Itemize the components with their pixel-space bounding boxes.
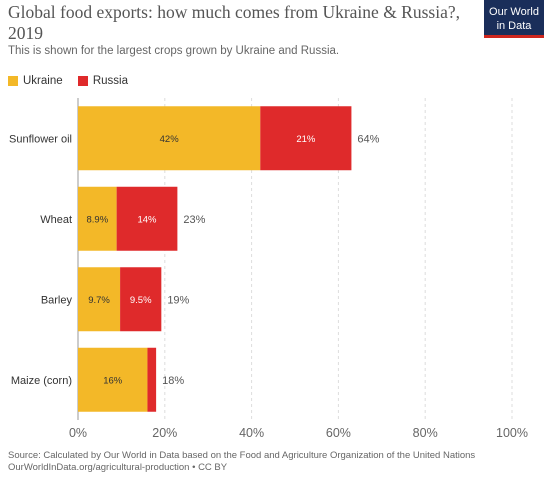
data-label-ukraine-wheat: 8.9% — [86, 214, 108, 225]
bar-ukraine-wheat — [78, 186, 117, 251]
legend-swatch-russia — [77, 76, 88, 86]
x-tick-label-100: 100% — [496, 426, 528, 440]
data-label-ukraine-maize-corn: 16% — [103, 375, 123, 386]
source-note: Source: Calculated by Our World in Data … — [8, 450, 538, 473]
total-label-maize-corn: 18% — [162, 375, 184, 387]
category-label-sunflower-oil: Sunflower oil — [9, 133, 72, 145]
logo-line-1: Our World — [489, 6, 539, 18]
x-tick-label-0: 0% — [69, 426, 87, 440]
owid-logo[interactable]: Our World in Data — [484, 0, 544, 38]
category-label-wheat: Wheat — [40, 214, 72, 226]
source-line-2: OurWorldInData.org/agricultural-producti… — [8, 461, 228, 473]
x-tick-label-80: 80% — [413, 426, 438, 440]
source-line-1: Source: Calculated by Our World in Data … — [8, 450, 476, 461]
chart-legend: Ukraine Russia — [8, 75, 140, 91]
data-label-ukraine-barley: 9.7% — [88, 295, 110, 306]
x-tick-label-60: 60% — [326, 426, 351, 440]
bar-russia-maize-corn — [147, 347, 157, 412]
legend-label-ukraine: Ukraine — [23, 75, 63, 87]
x-tick-label-40: 40% — [239, 426, 264, 440]
legend-label-russia: Russia — [92, 75, 128, 87]
data-label-ukraine-sunflower-oil: 42% — [160, 134, 180, 145]
bar-russia-barley — [120, 267, 162, 332]
chart-subtitle: This is shown for the largest crops grow… — [8, 45, 340, 57]
category-label-barley: Barley — [41, 294, 73, 306]
legend-item-ukraine[interactable]: Ukraine — [8, 75, 63, 87]
data-label-russia-wheat: 14% — [137, 214, 157, 225]
total-label-barley: 19% — [167, 294, 189, 306]
data-label-russia-sunflower-oil: 21% — [296, 134, 316, 145]
bar-ukraine-sunflower-oil — [78, 106, 261, 171]
legend-swatch-ukraine — [8, 76, 18, 86]
bar-ukraine-barley — [78, 267, 121, 332]
legend-item-russia[interactable]: Russia — [77, 75, 128, 87]
total-label-wheat: 23% — [183, 214, 205, 226]
logo-line-2: in Data — [496, 20, 532, 32]
data-label-russia-barley: 9.5% — [130, 295, 152, 306]
total-label-sunflower-oil: 64% — [357, 133, 379, 145]
x-tick-label-20: 20% — [152, 426, 177, 440]
bar-russia-wheat — [116, 186, 178, 251]
bar-russia-sunflower-oil — [260, 106, 352, 171]
category-label-maize-corn: Maize (corn) — [11, 375, 72, 387]
chart-title: Global food exports: how much comes from… — [8, 2, 460, 43]
bar-ukraine-maize-corn — [78, 347, 148, 412]
bar-chart: 0% 20% 40% 60% 80% 100% Sunflower oil 42% 21% 64%… — [9, 98, 528, 440]
